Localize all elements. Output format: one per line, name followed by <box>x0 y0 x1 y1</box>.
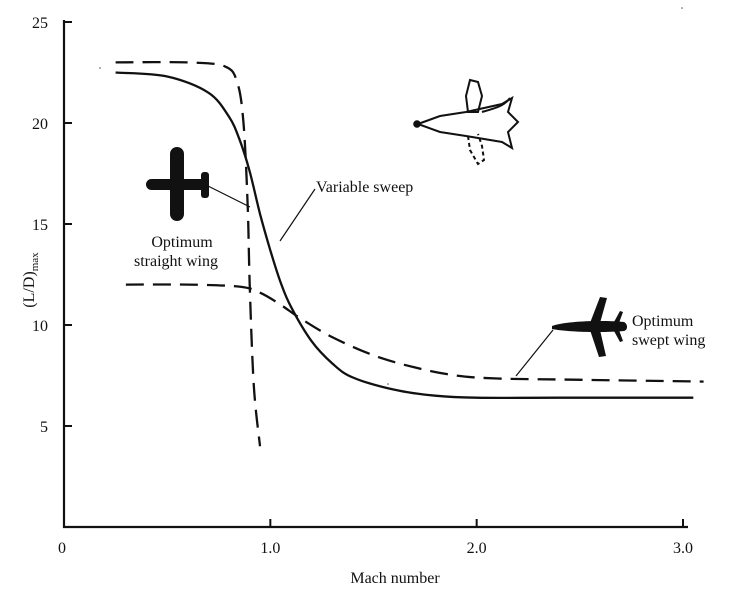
annotation-swept-wing-line1: Optimum <box>632 313 694 330</box>
swept-wing-aircraft-icon <box>552 297 627 357</box>
y-tick-label: 15 <box>32 217 48 234</box>
annotation-variable-sweep: Variable sweep <box>316 179 413 196</box>
x-tick-label: 1.0 <box>260 540 280 557</box>
leader-swept-wing <box>515 329 554 377</box>
x-axis-label: Mach number <box>350 570 440 587</box>
series-optimum-straight-wing-line <box>115 60 262 447</box>
annotation-straight-wing-line1: Optimum <box>151 234 213 251</box>
y-tick-label: 20 <box>32 116 48 133</box>
y-tick-label: 10 <box>32 318 48 335</box>
leader-variable-sweep <box>279 188 316 242</box>
series-variable-sweep-line <box>115 71 694 400</box>
straight-wing-aircraft-icon <box>146 147 209 221</box>
y-tick-label: 25 <box>32 15 48 32</box>
x-tick-label: 2.0 <box>467 540 487 557</box>
variable-sweep-aircraft-icon <box>413 78 520 166</box>
x-ticks: 0 1.0 2.0 3.0 <box>58 519 693 557</box>
paper-speck <box>681 7 683 9</box>
y-ticks: 5 10 15 20 25 <box>32 15 72 436</box>
annotation-swept-wing-line2: swept wing <box>632 332 705 349</box>
series-optimum-swept-wing-line <box>125 283 704 383</box>
leader-straight-wing <box>207 185 251 208</box>
x-tick-label: 3.0 <box>673 540 693 557</box>
y-axis-label: (L/D)max <box>21 252 41 308</box>
paper-speck <box>387 383 389 385</box>
x-tick-label: 0 <box>58 540 66 557</box>
paper-speck <box>99 67 101 69</box>
y-tick-label: 5 <box>40 419 48 436</box>
annotation-straight-wing-line2: straight wing <box>134 253 218 270</box>
